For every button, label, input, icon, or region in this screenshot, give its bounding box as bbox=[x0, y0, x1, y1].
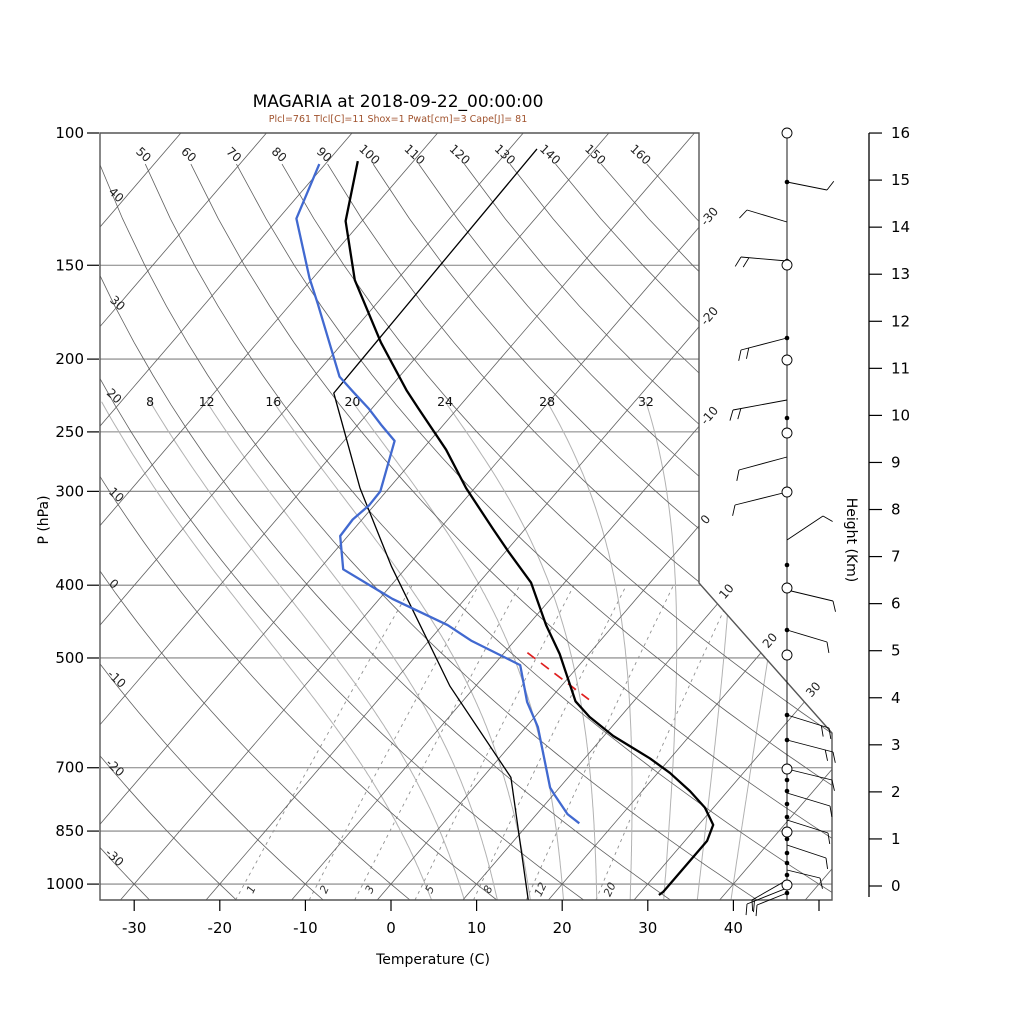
pressure-axis-title: P (hPa) bbox=[36, 495, 52, 545]
svg-text:-30: -30 bbox=[122, 919, 147, 937]
grid-labels: 50 60 70 80 90 100 110 120 130 140 150 160403020100… bbox=[103, 142, 824, 899]
svg-text:16: 16 bbox=[891, 124, 910, 142]
svg-text:20: 20 bbox=[344, 394, 360, 409]
svg-text:7: 7 bbox=[891, 548, 901, 566]
svg-text:850: 850 bbox=[55, 822, 84, 840]
svg-text:1000: 1000 bbox=[46, 875, 84, 893]
svg-text:16: 16 bbox=[265, 394, 281, 409]
svg-text:20: 20 bbox=[104, 386, 125, 407]
svg-text:20: 20 bbox=[553, 919, 572, 937]
svg-text:400: 400 bbox=[55, 576, 84, 594]
svg-text:2: 2 bbox=[891, 783, 901, 801]
svg-text:10: 10 bbox=[716, 581, 737, 602]
svg-text:10: 10 bbox=[106, 485, 127, 506]
svg-text:13: 13 bbox=[891, 265, 910, 283]
svg-text:5: 5 bbox=[423, 883, 438, 895]
svg-text:-20: -20 bbox=[698, 304, 721, 328]
svg-text:100: 100 bbox=[356, 142, 382, 168]
svg-text:32: 32 bbox=[638, 394, 654, 409]
plot-boundary bbox=[99, 132, 833, 901]
svg-text:140: 140 bbox=[537, 142, 563, 168]
sounding-curves bbox=[295, 148, 715, 900]
svg-text:2: 2 bbox=[317, 883, 332, 895]
svg-text:3: 3 bbox=[891, 736, 901, 754]
svg-text:150: 150 bbox=[582, 142, 608, 168]
svg-text:50: 50 bbox=[133, 144, 154, 165]
svg-text:300: 300 bbox=[55, 482, 84, 500]
svg-text:80: 80 bbox=[269, 144, 290, 165]
svg-text:160: 160 bbox=[627, 142, 653, 168]
svg-text:3: 3 bbox=[362, 883, 377, 895]
svg-text:90: 90 bbox=[314, 144, 335, 165]
svg-text:0: 0 bbox=[386, 919, 396, 937]
svg-text:1: 1 bbox=[891, 830, 901, 848]
svg-text:12: 12 bbox=[532, 880, 550, 898]
dewpoint-curve bbox=[295, 163, 581, 825]
svg-text:-30: -30 bbox=[698, 204, 721, 228]
svg-text:150: 150 bbox=[55, 256, 84, 274]
svg-text:1: 1 bbox=[244, 883, 259, 895]
svg-text:24: 24 bbox=[437, 394, 453, 409]
svg-text:0: 0 bbox=[891, 877, 901, 895]
svg-text:9: 9 bbox=[891, 453, 901, 471]
svg-text:-10: -10 bbox=[105, 667, 129, 691]
svg-text:40: 40 bbox=[724, 919, 743, 937]
svg-text:-20: -20 bbox=[103, 756, 127, 780]
svg-text:40: 40 bbox=[106, 185, 127, 206]
svg-text:100: 100 bbox=[55, 124, 84, 142]
stability-indices: Plcl=761 Tlcl[C]=11 Shox=1 Pwat[cm]=3 Ca… bbox=[268, 114, 528, 125]
svg-text:20: 20 bbox=[601, 880, 619, 898]
svg-text:4: 4 bbox=[891, 689, 901, 707]
svg-text:200: 200 bbox=[55, 350, 84, 368]
svg-text:20: 20 bbox=[760, 630, 781, 651]
parcel-moist-segment bbox=[526, 652, 590, 701]
temperature-curve bbox=[344, 160, 715, 896]
svg-text:0: 0 bbox=[106, 576, 121, 591]
page-title: MAGARIA at 2018-09-22_00:00:00 bbox=[252, 92, 544, 112]
svg-text:130: 130 bbox=[492, 142, 518, 168]
x-axis-title: Temperature (C) bbox=[376, 952, 490, 968]
svg-text:8: 8 bbox=[891, 501, 901, 519]
svg-text:0: 0 bbox=[698, 512, 714, 527]
svg-text:6: 6 bbox=[891, 595, 901, 613]
svg-text:-10: -10 bbox=[293, 919, 318, 937]
svg-text:-30: -30 bbox=[103, 846, 127, 870]
wind-barb-column bbox=[729, 127, 836, 917]
svg-text:60: 60 bbox=[178, 144, 199, 165]
svg-text:10: 10 bbox=[891, 406, 910, 424]
parcel-curve bbox=[333, 148, 538, 900]
svg-text:11: 11 bbox=[891, 359, 910, 377]
svg-text:5: 5 bbox=[891, 642, 901, 660]
svg-text:30: 30 bbox=[638, 919, 657, 937]
svg-text:700: 700 bbox=[55, 759, 84, 777]
svg-text:-20: -20 bbox=[208, 919, 233, 937]
svg-text:30: 30 bbox=[803, 679, 824, 700]
svg-text:14: 14 bbox=[891, 218, 910, 236]
svg-text:8: 8 bbox=[481, 883, 496, 895]
svg-text:15: 15 bbox=[891, 171, 910, 189]
svg-text:-10: -10 bbox=[698, 403, 721, 427]
svg-text:28: 28 bbox=[539, 394, 555, 409]
svg-text:250: 250 bbox=[55, 423, 84, 441]
height-axis-title: Height (Km) bbox=[843, 497, 859, 583]
svg-text:500: 500 bbox=[55, 649, 84, 667]
svg-text:8: 8 bbox=[146, 394, 154, 409]
svg-text:12: 12 bbox=[891, 312, 910, 330]
svg-text:12: 12 bbox=[199, 394, 215, 409]
svg-text:120: 120 bbox=[447, 142, 473, 168]
svg-text:110: 110 bbox=[401, 142, 427, 168]
svg-text:10: 10 bbox=[467, 919, 486, 937]
